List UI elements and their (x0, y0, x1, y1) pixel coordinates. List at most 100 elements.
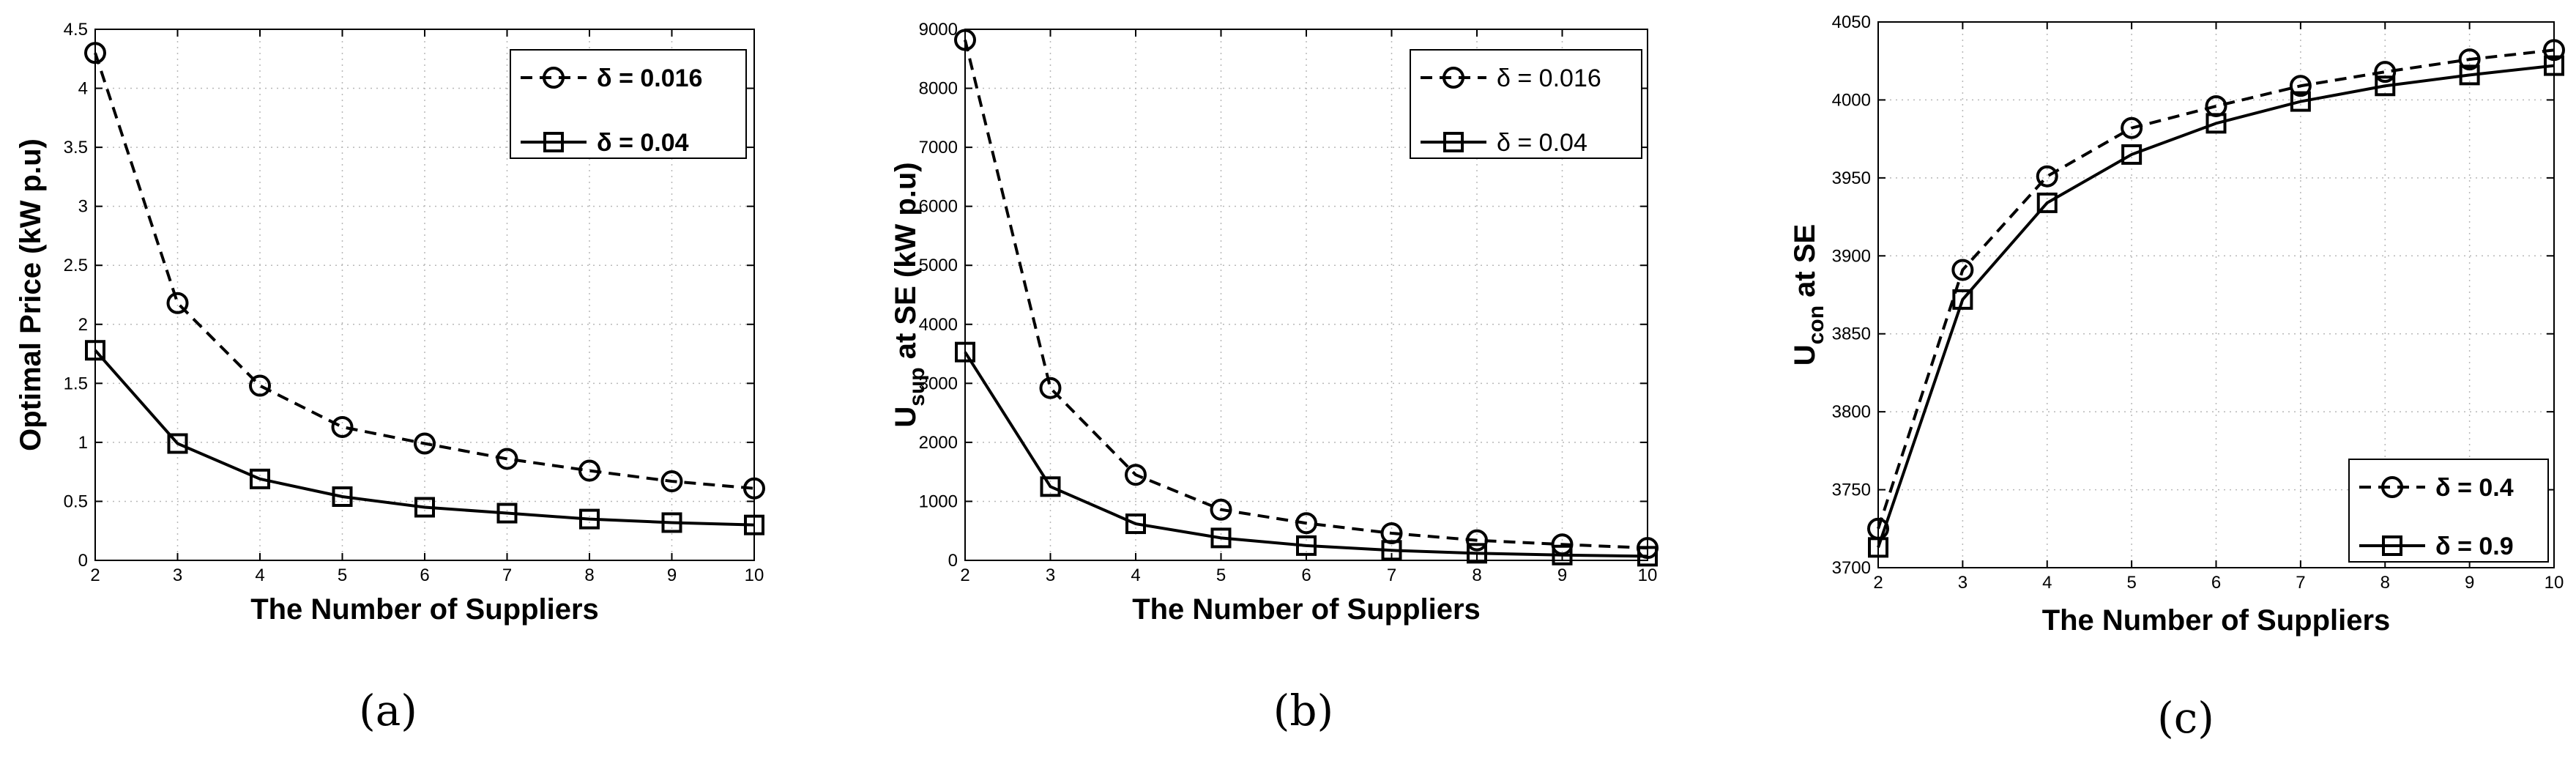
x-tick-label: 8 (1472, 565, 1481, 585)
legend-entry: δ = 0.4 (2435, 474, 2514, 502)
x-tick-label: 9 (2465, 573, 2474, 593)
legend-entry: δ = 0.9 (2435, 533, 2514, 560)
legend-marker-circle (1443, 67, 1464, 89)
y-tick-label: 3800 (1832, 402, 1871, 422)
y-axis-label-sub: sup (905, 367, 929, 406)
y-tick-label: 1 (78, 433, 88, 453)
y-tick-label: 3850 (1832, 324, 1871, 344)
x-tick-label: 9 (1557, 565, 1567, 585)
y-tick-label: 3900 (1832, 246, 1871, 266)
data-point-circle (1951, 259, 1974, 281)
data-point-square (1040, 476, 1061, 497)
series-dashed (84, 42, 765, 500)
y-tick-label: 3950 (1832, 168, 1871, 188)
data-point-square (579, 508, 600, 530)
x-axis-label: The Number of Suppliers (250, 593, 599, 626)
series-solid (85, 340, 764, 535)
data-point-square (1467, 543, 1487, 564)
series-line (1877, 64, 2555, 548)
x-tick-label: 4 (1131, 565, 1140, 585)
data-point-square (2375, 75, 2396, 97)
y-tick-label: 4000 (1832, 90, 1871, 110)
data-point-circle (331, 415, 354, 438)
y-tick-label: 2000 (919, 433, 958, 453)
data-point-circle (249, 374, 271, 397)
data-point-circle (166, 292, 189, 314)
y-tick-label: 1.5 (64, 374, 88, 393)
data-point-square (661, 512, 682, 533)
data-point-square (167, 433, 188, 454)
y-tick-label: 5000 (919, 256, 958, 275)
legend: δ = 0.016 δ = 0.04 (1410, 49, 1642, 159)
x-tick-label: 5 (1216, 565, 1226, 585)
x-tick-label: 5 (338, 565, 347, 585)
data-point-square (85, 340, 105, 361)
y-tick-label: 0 (78, 551, 88, 571)
x-tick-label: 4 (2042, 573, 2052, 593)
x-tick-label: 8 (2380, 573, 2390, 593)
data-point-circle (1466, 529, 1488, 552)
chart-panel-a: 2 3 4 5 6 7 8 9 10 0 0.5 1 1.5 2 2.5 3 3.5 4 4.5 The Number… (15, 20, 765, 735)
data-point-circle (660, 470, 683, 493)
x-tick-label: 10 (745, 565, 764, 585)
data-point-square (332, 486, 353, 507)
x-tick-label: 10 (1638, 565, 1658, 585)
y-tick-label: 0 (948, 551, 958, 571)
data-point-square (2121, 144, 2143, 165)
data-point-circle (2458, 48, 2481, 71)
data-point-square (1952, 289, 1973, 310)
data-point-circle (1125, 464, 1147, 486)
data-point-square (1381, 540, 1402, 561)
x-tick-label: 6 (1301, 565, 1311, 585)
series-dashed (954, 29, 1659, 560)
x-tick-label: 8 (584, 565, 594, 585)
data-point-circle (496, 448, 518, 470)
y-tick-label: 3700 (1832, 558, 1871, 578)
legend-entry: δ = 0.016 (597, 64, 702, 92)
x-tick-label: 6 (2211, 573, 2221, 593)
chart-panel-c: 2 3 4 5 6 7 8 9 10 3700 3750 3800 3850 3900 3950 4000 40… (1789, 12, 2565, 743)
y-tick-label: 7000 (919, 138, 958, 157)
data-point-square (2205, 113, 2227, 134)
data-point-square (1125, 513, 1146, 535)
y-axis-label-rest: at SE (kW p.u) (890, 162, 922, 367)
data-point-square (2290, 91, 2311, 112)
y-axis-label: Usup at SE (kW p.u) (890, 162, 929, 427)
y-tick-label: 3000 (919, 374, 958, 393)
legend-marker-square (1443, 132, 1464, 152)
data-point-circle (2543, 39, 2565, 62)
panel-caption: (a) (359, 686, 417, 735)
data-point-square (2036, 192, 2058, 213)
legend-marker-circle (543, 67, 565, 89)
chart-panel-b: 2 3 4 5 6 7 8 9 10 0 1000 2000 3000 4000 5000 6000 7000 8… (890, 20, 1659, 735)
data-point-circle (743, 477, 765, 500)
y-tick-label: 4000 (919, 315, 958, 335)
y-tick-label: 4050 (1832, 12, 1871, 32)
x-tick-label: 5 (2126, 573, 2136, 593)
y-tick-label: 3750 (1832, 481, 1871, 500)
y-tick-label: 0.5 (64, 492, 88, 511)
legend: δ = 0.016 δ = 0.04 (510, 49, 747, 159)
y-axis-label: Optimal Price (kW p.u) (15, 138, 47, 451)
x-tick-label: 3 (173, 565, 182, 585)
y-tick-label: 9000 (919, 20, 958, 40)
y-tick-label: 6000 (919, 197, 958, 217)
x-tick-label: 2 (960, 565, 969, 585)
data-point-square (2459, 64, 2480, 86)
x-tick-label: 6 (420, 565, 429, 585)
data-point-square (1552, 544, 1573, 565)
data-point-square (414, 497, 435, 518)
y-axis-label-sub: con (1804, 305, 1828, 344)
data-point-circle (1210, 498, 1232, 521)
data-point-square (250, 468, 270, 489)
y-tick-label: 4 (78, 79, 88, 99)
y-tick-label: 3.5 (64, 138, 88, 157)
x-tick-label: 7 (1387, 565, 1396, 585)
data-point-square (744, 514, 764, 535)
series-solid (1868, 55, 2564, 558)
series-line (964, 40, 1648, 550)
x-tick-label: 4 (255, 565, 264, 585)
data-point-circle (1295, 512, 1317, 535)
panel-caption: (b) (1273, 686, 1333, 735)
